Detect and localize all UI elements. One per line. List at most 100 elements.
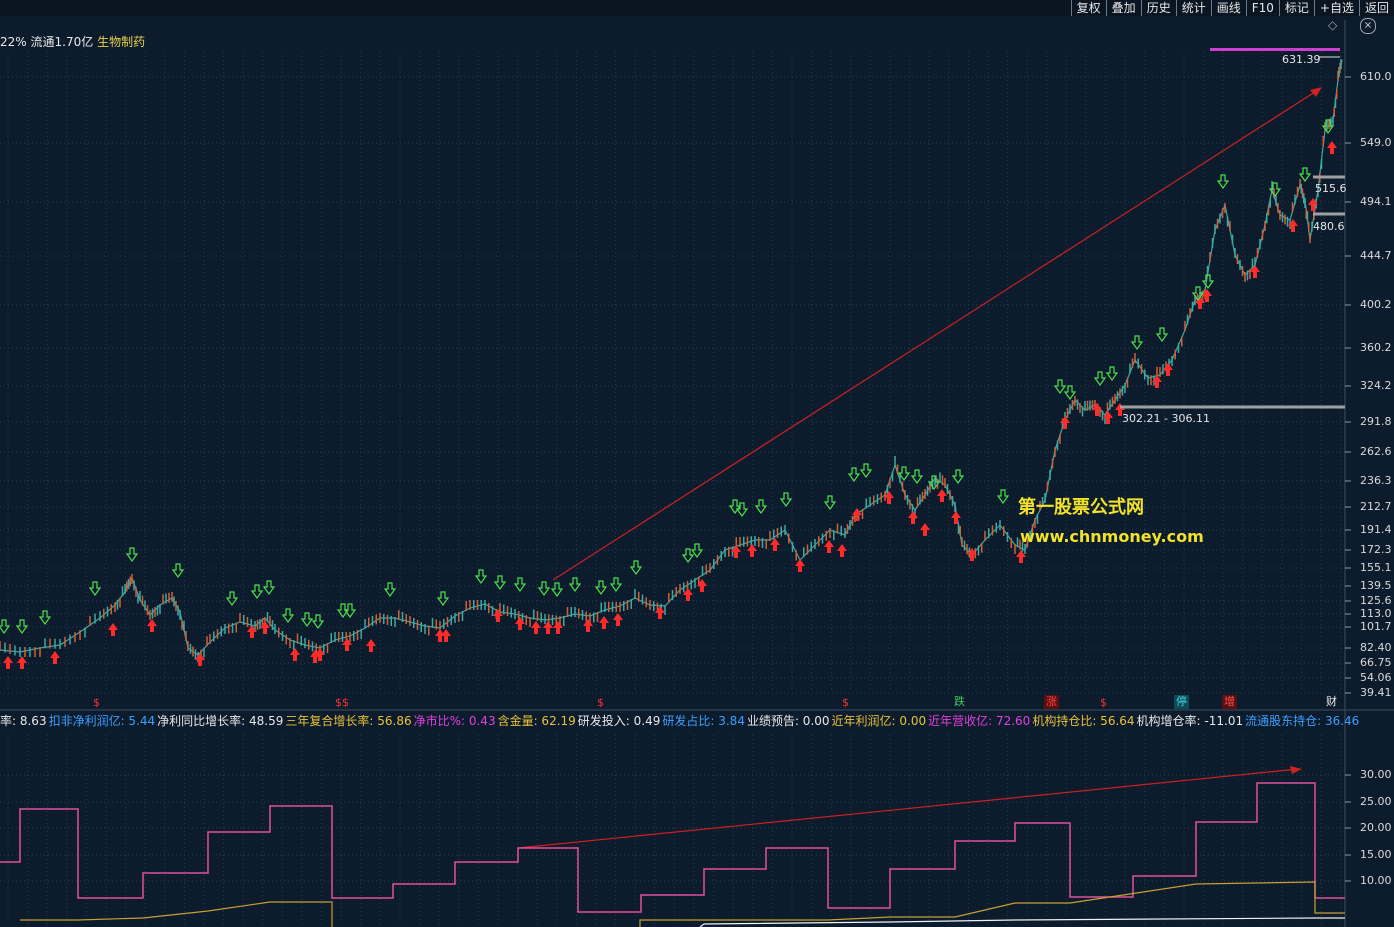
buy-arrow bbox=[747, 544, 757, 557]
sell-arrow bbox=[1105, 366, 1119, 382]
buy-arrow bbox=[50, 651, 60, 664]
price-axis-label: 400.2 bbox=[1360, 298, 1392, 311]
toolbar-diejia-button[interactable]: 叠加 bbox=[1105, 0, 1141, 16]
sell-arrow bbox=[910, 469, 924, 485]
indicator-gold-line bbox=[20, 901, 333, 927]
buy-arrow bbox=[599, 616, 609, 629]
trend-arrowhead-indicator bbox=[1290, 766, 1302, 774]
peak-band bbox=[1210, 48, 1340, 51]
sell-arrow bbox=[262, 580, 276, 596]
sell-arrow bbox=[847, 467, 861, 483]
event-badge[interactable]: 停 bbox=[1174, 695, 1189, 709]
buy-arrow bbox=[1250, 265, 1260, 278]
price-axis-label: 155.1 bbox=[1360, 561, 1392, 574]
financial-item: 扣非净利润亿: 5.44 bbox=[48, 714, 156, 728]
buy-arrow bbox=[1308, 198, 1318, 211]
financial-item: 流通股东持仓: 36.46 bbox=[1245, 714, 1360, 728]
indicator-axis-label: 25.00 bbox=[1360, 795, 1392, 808]
watermark-url: www.chnmoney.com bbox=[1020, 527, 1204, 546]
toolbar-biaoji-button[interactable]: 标记 bbox=[1278, 0, 1314, 16]
sell-arrow bbox=[513, 577, 527, 593]
price-axis-label: 191.4 bbox=[1360, 523, 1392, 536]
toolbar-zixuan-button[interactable]: +自选 bbox=[1313, 0, 1359, 16]
toolbar-fanhui-button[interactable]: 返回 bbox=[1358, 0, 1394, 16]
buy-arrow bbox=[366, 639, 376, 652]
sell-arrow bbox=[171, 563, 185, 579]
financial-item: 含金量: 62.19 bbox=[497, 714, 576, 728]
buy-arrow bbox=[493, 609, 503, 622]
toolbar-fuquan-button[interactable]: 复权 bbox=[1070, 0, 1106, 16]
sell-arrow bbox=[550, 582, 564, 598]
sell-arrow bbox=[859, 463, 873, 479]
close-icon[interactable]: × bbox=[1360, 18, 1376, 34]
buy-arrow bbox=[583, 619, 593, 632]
buy-arrow bbox=[553, 621, 563, 634]
event-badge[interactable]: 涨 bbox=[1044, 695, 1059, 709]
buy-arrow bbox=[1163, 363, 1173, 376]
sell-arrow bbox=[1063, 385, 1077, 401]
sell-arrow bbox=[281, 608, 295, 624]
indicator-axis-label: 15.00 bbox=[1360, 848, 1392, 861]
diamond-icon[interactable]: ◇ bbox=[1328, 18, 1338, 32]
dollar-marker: $ bbox=[842, 696, 849, 709]
buy-arrow bbox=[824, 540, 834, 553]
buy-arrow bbox=[937, 489, 947, 502]
price-axis-label: 324.2 bbox=[1360, 379, 1392, 392]
industry-label: 生物制药 bbox=[97, 35, 146, 49]
buy-arrow bbox=[342, 638, 352, 651]
price-axis-label: 139.5 bbox=[1360, 579, 1392, 592]
sell-arrow bbox=[1191, 286, 1205, 302]
sell-arrow bbox=[311, 614, 325, 630]
price-axis-label: 113.0 bbox=[1360, 607, 1392, 620]
buy-arrow bbox=[147, 619, 157, 632]
dollar-marker: $ bbox=[1100, 696, 1107, 709]
sell-arrow bbox=[383, 582, 397, 598]
price-axis-label: 54.06 bbox=[1360, 671, 1392, 684]
sell-arrow bbox=[225, 591, 239, 607]
stock-info-line: 22% 流通1.70亿 生物制药 bbox=[0, 33, 145, 50]
sell-arrow bbox=[336, 603, 350, 619]
dollar-marker: $$ bbox=[335, 696, 349, 709]
toolbar-huaxian-button[interactable]: 画线 bbox=[1210, 0, 1246, 16]
event-badge[interactable]: 财 bbox=[1326, 695, 1337, 708]
price-axis-label: 39.41 bbox=[1360, 686, 1392, 699]
sell-arrow bbox=[594, 580, 608, 596]
buy-arrow bbox=[195, 653, 205, 666]
price-axis-label: 236.3 bbox=[1360, 474, 1392, 487]
peak-price-label: 631.39 bbox=[1282, 53, 1321, 66]
sell-arrow bbox=[779, 492, 793, 508]
buy-arrow bbox=[908, 511, 918, 524]
event-badge[interactable]: 增 bbox=[1222, 695, 1237, 709]
financial-item: 机构增仓率: -11.01 bbox=[1136, 714, 1244, 728]
buy-arrow bbox=[515, 617, 525, 630]
buy-arrow bbox=[247, 625, 257, 638]
sell-arrow bbox=[754, 499, 768, 515]
support-range-label: 302.21 - 306.11 bbox=[1122, 412, 1210, 425]
sell-arrow bbox=[927, 475, 941, 491]
trend-line bbox=[552, 89, 1319, 581]
sell-arrow bbox=[951, 469, 965, 485]
event-badge[interactable]: 跌 bbox=[954, 695, 965, 708]
sell-arrow bbox=[343, 603, 357, 619]
watermark-title: 第一股票公式网 bbox=[1018, 497, 1144, 518]
buy-arrow bbox=[683, 588, 693, 601]
indicator-axis-label: 20.00 bbox=[1360, 821, 1392, 834]
sell-arrow bbox=[609, 577, 623, 593]
financial-item: 机构持仓比: 56.64 bbox=[1032, 714, 1135, 728]
buy-arrow bbox=[531, 621, 541, 634]
buy-arrow bbox=[1016, 550, 1026, 563]
buy-arrow bbox=[3, 656, 13, 669]
buy-arrow bbox=[17, 656, 27, 669]
float-shares: 流通1.70亿 bbox=[30, 35, 94, 49]
sell-arrow bbox=[681, 548, 695, 564]
sell-arrow bbox=[125, 547, 139, 563]
financial-item: 近年利润亿: 0.00 bbox=[831, 714, 927, 728]
toolbar-tongji-button[interactable]: 统计 bbox=[1175, 0, 1211, 16]
toolbar-f10-button[interactable]: F10 bbox=[1245, 0, 1279, 16]
price-axis-label: 291.8 bbox=[1360, 415, 1392, 428]
buy-arrow bbox=[441, 629, 451, 642]
toolbar-lishi-button[interactable]: 历史 bbox=[1140, 0, 1176, 16]
price-axis-label: 66.75 bbox=[1360, 656, 1392, 669]
buy-arrow bbox=[655, 606, 665, 619]
